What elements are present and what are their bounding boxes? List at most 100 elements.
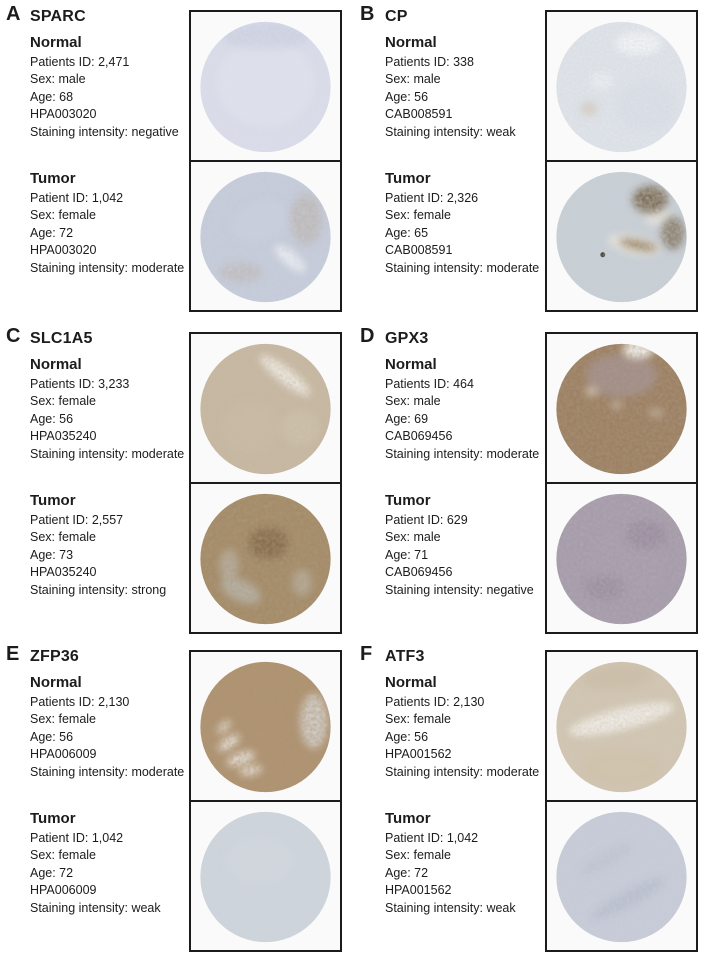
tissue-image-box-normal (189, 332, 342, 484)
tissue-image-box-normal (189, 650, 342, 802)
tissue-image-stack (545, 332, 698, 634)
info-line-patient-id: Patients ID: 2,471 (30, 55, 130, 69)
section-heading: Normal (385, 674, 437, 691)
info-line-sex: Sex: female (385, 848, 452, 863)
panel-letter: A (6, 3, 21, 25)
figure-panel-e: E ZFP36 Normal Patients ID: 2,130 Sex: f… (0, 640, 352, 958)
section-heading: Tumor (30, 810, 76, 827)
tissue-image-box-tumor (545, 482, 698, 634)
tissue-image-tumor (556, 171, 687, 303)
info-line-age: Age: 71 (385, 547, 429, 562)
info-line-sex: Sex: male (385, 530, 441, 545)
panel-letter: C (6, 325, 21, 347)
info-line-patient-id: Patient ID: 1,042 (385, 831, 479, 845)
info-line-patient-id: Patient ID: 2,326 (385, 191, 479, 205)
section-heading: Tumor (30, 170, 76, 187)
info-line-antibody-id: HPA006009 (30, 883, 97, 898)
info-line-staining-intensity: Staining intensity: strong (30, 582, 167, 597)
tissue-image-stack (189, 650, 342, 952)
section-tumor: Tumor Patient ID: 1,042 Sex: female Age:… (30, 169, 190, 277)
section-normal: Normal Patients ID: 2,471 Sex: male Age:… (30, 33, 190, 141)
section-tumor: Tumor Patient ID: 1,042 Sex: female Age:… (30, 809, 190, 917)
info-line-patient-id: Patient ID: 2,557 (30, 513, 124, 527)
tissue-image-box-tumor (189, 482, 342, 634)
section-heading: Tumor (30, 492, 76, 509)
gene-name: SPARC (30, 8, 86, 25)
panel-letter: E (6, 643, 20, 665)
gene-name: ZFP36 (30, 648, 80, 665)
info-line-age: Age: 56 (30, 729, 74, 744)
tissue-image-tumor (556, 493, 687, 625)
tissue-image-box-tumor (189, 800, 342, 952)
info-line-sex: Sex: male (30, 72, 86, 87)
info-line-age: Age: 56 (385, 729, 429, 744)
info-line-age: Age: 69 (385, 411, 429, 426)
tissue-image-box-tumor (189, 160, 342, 312)
section-tumor: Tumor Patient ID: 2,326 Sex: female Age:… (385, 169, 545, 277)
info-line-staining-intensity: Staining intensity: weak (385, 124, 516, 139)
info-line-antibody-id: HPA035240 (30, 429, 97, 444)
info-line-sex: Sex: male (385, 394, 441, 409)
tissue-image-stack (545, 650, 698, 952)
info-line-age: Age: 56 (385, 89, 429, 104)
info-line-sex: Sex: female (385, 208, 452, 223)
info-line-antibody-id: CAB008591 (385, 107, 453, 122)
info-line-staining-intensity: Staining intensity: moderate (30, 446, 185, 461)
gene-name: GPX3 (385, 330, 429, 347)
tissue-image-normal (200, 21, 331, 153)
section-heading: Normal (30, 356, 82, 373)
info-line-age: Age: 56 (30, 411, 74, 426)
info-line-sex: Sex: female (30, 530, 97, 545)
section-heading: Tumor (385, 810, 431, 827)
info-line-age: Age: 72 (385, 865, 429, 880)
info-line-antibody-id: HPA006009 (30, 747, 97, 762)
info-line-antibody-id: HPA003020 (30, 243, 97, 258)
info-line-patient-id: Patients ID: 338 (385, 55, 474, 69)
tissue-image-stack (189, 332, 342, 634)
info-line-sex: Sex: female (30, 394, 97, 409)
info-line-antibody-id: CAB008591 (385, 243, 453, 258)
figure-panel-a: A SPARC Normal Patients ID: 2,471 Sex: m… (0, 0, 352, 318)
section-normal: Normal Patients ID: 2,130 Sex: female Ag… (385, 673, 545, 781)
info-line-sex: Sex: female (30, 712, 97, 727)
info-line-staining-intensity: Staining intensity: moderate (30, 764, 185, 779)
section-heading: Normal (385, 356, 437, 373)
info-line-age: Age: 73 (30, 547, 74, 562)
info-line-staining-intensity: Staining intensity: negative (30, 124, 179, 139)
info-line-antibody-id: CAB069456 (385, 565, 453, 580)
section-tumor: Tumor Patient ID: 1,042 Sex: female Age:… (385, 809, 545, 917)
info-line-age: Age: 68 (30, 89, 74, 104)
gene-name: SLC1A5 (30, 330, 93, 347)
tissue-image-normal (200, 661, 331, 793)
info-line-antibody-id: HPA001562 (385, 747, 452, 762)
section-heading: Normal (385, 34, 437, 51)
gene-name: CP (385, 8, 408, 25)
info-line-patient-id: Patient ID: 1,042 (30, 831, 124, 845)
info-line-patient-id: Patients ID: 2,130 (385, 695, 485, 709)
info-line-sex: Sex: female (30, 208, 97, 223)
tissue-image-box-tumor (545, 800, 698, 952)
info-line-age: Age: 72 (30, 225, 74, 240)
tissue-image-normal (200, 343, 331, 475)
tissue-image-stack (545, 10, 698, 312)
info-line-staining-intensity: Staining intensity: moderate (385, 764, 540, 779)
section-heading: Tumor (385, 170, 431, 187)
tissue-image-normal (556, 343, 687, 475)
info-line-sex: Sex: female (30, 848, 97, 863)
tissue-image-box-normal (545, 650, 698, 802)
tissue-image-tumor (200, 811, 331, 943)
info-line-sex: Sex: female (385, 712, 452, 727)
tissue-image-tumor (200, 171, 331, 303)
info-line-antibody-id: HPA035240 (30, 565, 97, 580)
section-normal: Normal Patients ID: 2,130 Sex: female Ag… (30, 673, 190, 781)
figure-panel-f: F ATF3 Normal Patients ID: 2,130 Sex: fe… (352, 640, 703, 958)
info-line-staining-intensity: Staining intensity: moderate (385, 260, 540, 275)
section-normal: Normal Patients ID: 3,233 Sex: female Ag… (30, 355, 190, 463)
section-normal: Normal Patients ID: 338 Sex: male Age: 5… (385, 33, 545, 141)
section-tumor: Tumor Patient ID: 2,557 Sex: female Age:… (30, 491, 190, 599)
panel-letter: D (360, 325, 375, 347)
info-line-staining-intensity: Staining intensity: negative (385, 582, 534, 597)
tissue-image-tumor (556, 811, 687, 943)
tissue-image-box-normal (189, 10, 342, 162)
